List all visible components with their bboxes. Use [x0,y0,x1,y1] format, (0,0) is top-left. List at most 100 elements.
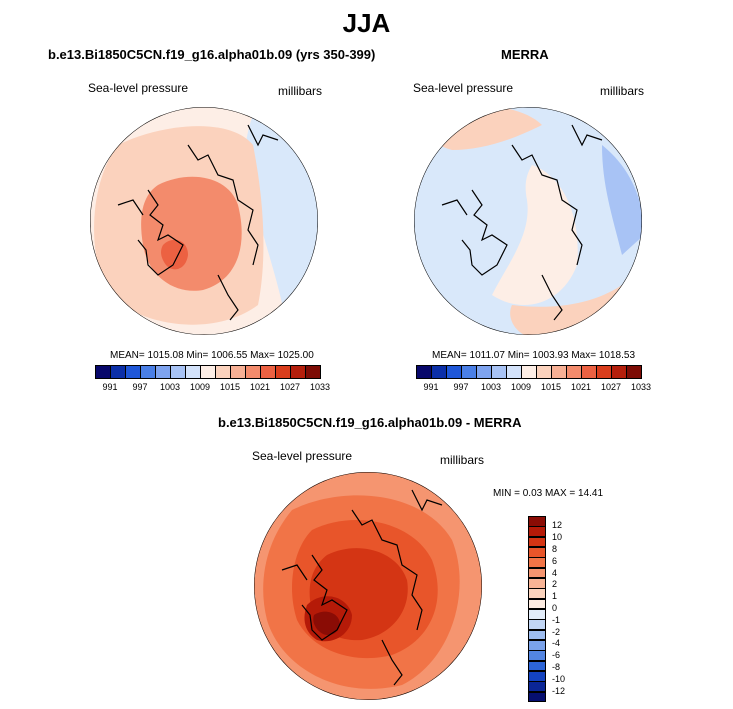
colorbar-2-tick-label: 1003 [481,382,502,392]
colorbar-difference-cell [528,619,546,631]
colorbar-difference-labels: 12 10 8 6 4 2 1 0 -1 -2 -4 -6 -8 -10 -12 [552,516,582,702]
colorbar-2-cell [446,365,462,379]
colorbar-1-cell [200,365,216,379]
colorbar-difference-tick-label: 1 [552,591,558,602]
panel-3-variable-label: Sea-level pressure [252,449,353,463]
colorbar-1-cell [305,365,321,379]
colorbar-difference-cell [528,691,546,703]
colorbar-difference-tick-label: -12 [552,685,566,696]
panel-3-units-label: millibars [440,453,485,467]
colorbar-panel-1 [95,365,321,379]
panel-3-title: b.e13.Bi1850C5CN.f19_g16.alpha01b.09 - M… [218,415,522,430]
colorbar-2-cell [536,365,552,379]
colorbar-2-cell [416,365,432,379]
colorbar-2-tick-label: 1021 [571,382,592,392]
colorbar-2-cell [596,365,612,379]
panel-1-polar-map [90,107,318,335]
colorbar-difference-tick-label: 6 [552,555,558,566]
colorbar-difference-cell [528,557,546,569]
colorbar-2-cell [551,365,567,379]
colorbar-1-cell [290,365,306,379]
colorbar-2-cell [626,365,642,379]
colorbar-difference-cell [528,660,546,672]
colorbar-2-tick-label: 1033 [631,382,652,392]
map-1-coastlines [117,124,279,321]
colorbar-1-cell [185,365,201,379]
colorbar-1-cell [215,365,231,379]
colorbar-difference-tick-label: -10 [552,673,566,684]
colorbar-1-tick-label: 1009 [190,382,211,392]
panel-2-units-label: millibars [600,84,645,98]
colorbar-2-tick-label: 991 [423,382,439,392]
colorbar-2-cell [566,365,582,379]
colorbar-2-cell [491,365,507,379]
colorbar-difference-cell [528,547,546,558]
panel-1-units-label: millibars [278,84,323,98]
colorbar-2-cell [521,365,537,379]
colorbar-panel-2 [416,365,642,379]
colorbar-1-cell [275,365,291,379]
colorbar-1-cell [95,365,111,379]
colorbar-difference-tick-label: -8 [552,662,561,673]
panel-2-stats: MEAN= 1011.07 Min= 1003.93 Max= 1018.53 [432,350,636,361]
colorbar-panel-1-labels: 991 997 1003 1009 1015 1021 1027 1033 [95,382,330,394]
colorbar-1-tick-label: 1021 [250,382,271,392]
colorbar-2-cell [581,365,597,379]
colorbar-1-cell [110,365,126,379]
panel-1-variable-label: Sea-level pressure [88,81,189,95]
colorbar-1-tick-label: 997 [132,382,148,392]
colorbar-difference [528,516,546,703]
colorbar-2-cell [611,365,627,379]
panel-2-variable-label: Sea-level pressure [413,81,514,95]
colorbar-difference-cell [528,598,546,610]
colorbar-difference-cell [528,650,546,662]
colorbar-1-cell [140,365,156,379]
colorbar-1-tick-label: 991 [102,382,118,392]
colorbar-1-tick-label: 1033 [310,382,331,392]
colorbar-difference-cell [528,516,546,527]
map-3-ring-6 [313,611,340,636]
colorbar-2-cell [476,365,492,379]
panel-2-polar-map [414,107,642,335]
panel-1-title: b.e13.Bi1850C5CN.f19_g16.alpha01b.09 (yr… [48,47,376,62]
map-2-coastlines [441,124,603,321]
colorbar-2-tick-label: 997 [453,382,469,392]
colorbar-2-tick-label: 1015 [541,382,562,392]
colorbar-difference-tick-label: 8 [552,543,558,554]
panel-1-stats: MEAN= 1015.08 Min= 1006.55 Max= 1025.00 [110,350,314,361]
colorbar-difference-cell [528,588,546,600]
colorbar-difference-cell [528,640,546,651]
colorbar-difference-tick-label: -1 [552,614,561,625]
map-3-coastlines [281,489,443,686]
colorbar-difference-cell [528,536,546,548]
colorbar-1-cell [125,365,141,379]
colorbar-difference-tick-label: -2 [552,626,561,637]
colorbar-1-tick-label: 1015 [220,382,241,392]
colorbar-2-tick-label: 1027 [601,382,622,392]
colorbar-difference-cell [528,629,546,641]
colorbar-1-cell [230,365,246,379]
colorbar-2-cell [431,365,447,379]
panel-2-title: MERRA [501,47,549,62]
colorbar-difference-cell [528,609,546,620]
colorbar-1-cell [260,365,276,379]
colorbar-difference-cell [528,681,546,693]
colorbar-1-tick-label: 1027 [280,382,301,392]
colorbar-difference-tick-label: 10 [552,532,563,543]
colorbar-1-cell [245,365,261,379]
colorbar-difference-tick-label: 4 [552,567,558,578]
colorbar-difference-cell [528,567,546,579]
colorbar-difference-cell [528,526,546,538]
colorbar-difference-tick-label: -6 [552,650,561,661]
colorbar-difference-cell [528,671,546,682]
colorbar-difference-tick-label: 0 [552,603,558,613]
panel-3-polar-map [254,472,482,700]
colorbar-difference-tick-label: -4 [552,638,561,649]
colorbar-difference-tick-label: 2 [552,579,558,590]
colorbar-1-cell [170,365,186,379]
map-2-mid-region [492,165,578,305]
colorbar-difference-tick-label: 12 [552,520,563,531]
colorbar-2-cell [506,365,522,379]
colorbar-1-cell [155,365,171,379]
map-2-lowdeep-region [602,145,642,255]
